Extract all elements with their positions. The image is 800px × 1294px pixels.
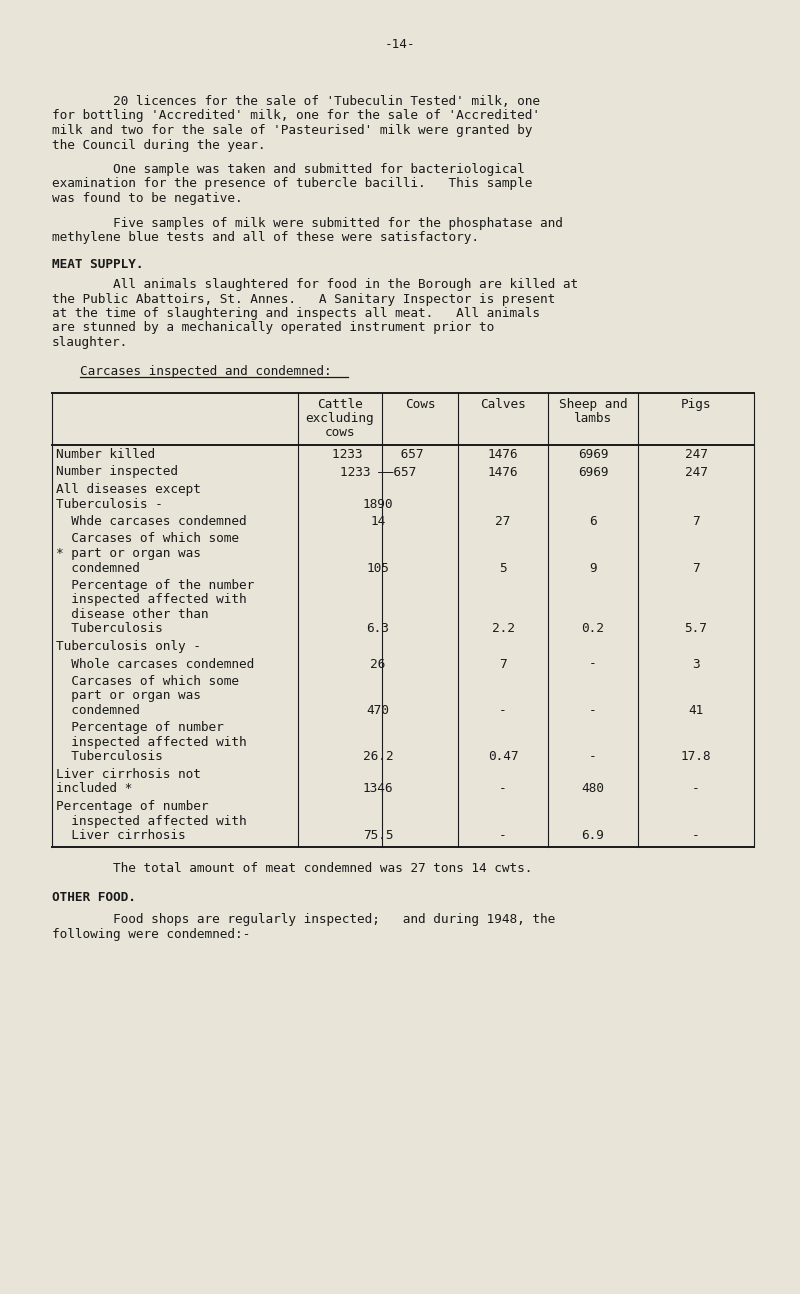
- Text: inspected affected with: inspected affected with: [56, 594, 246, 607]
- Text: for bottling 'Accredited' milk, one for the sale of 'Accredited': for bottling 'Accredited' milk, one for …: [52, 110, 540, 123]
- Text: Carcases of which some: Carcases of which some: [56, 675, 239, 688]
- Text: disease other than: disease other than: [56, 608, 209, 621]
- Text: One sample was taken and submitted for bacteriological: One sample was taken and submitted for b…: [52, 163, 525, 176]
- Text: inspected affected with: inspected affected with: [56, 736, 246, 749]
- Text: 6.3: 6.3: [366, 622, 390, 635]
- Text: cows: cows: [325, 426, 355, 439]
- Text: Five samples of milk were submitted for the phosphatase and: Five samples of milk were submitted for …: [52, 216, 563, 229]
- Text: Percentage of the number: Percentage of the number: [56, 578, 254, 591]
- Text: * part or organ was: * part or organ was: [56, 547, 201, 560]
- Text: was found to be negative.: was found to be negative.: [52, 192, 242, 204]
- Text: The total amount of meat condemned was 27 tons 14 cwts.: The total amount of meat condemned was 2…: [52, 863, 532, 876]
- Text: 75.5: 75.5: [362, 829, 394, 842]
- Text: Tuberculosis: Tuberculosis: [56, 751, 162, 763]
- Text: milk and two for the sale of 'Pasteurised' milk were granted by: milk and two for the sale of 'Pasteurise…: [52, 124, 532, 137]
- Text: 7: 7: [499, 657, 507, 670]
- Text: 1233 ——657: 1233 ——657: [340, 466, 416, 479]
- Text: 1476: 1476: [488, 448, 518, 461]
- Text: 247: 247: [685, 448, 707, 461]
- Text: 7: 7: [692, 515, 700, 528]
- Text: 26: 26: [370, 657, 386, 670]
- Text: -: -: [589, 751, 597, 763]
- Text: 1476: 1476: [488, 466, 518, 479]
- Text: Carcases inspected and condemned:: Carcases inspected and condemned:: [80, 365, 332, 378]
- Text: 5.7: 5.7: [685, 622, 707, 635]
- Text: -: -: [499, 783, 507, 796]
- Text: 14: 14: [370, 515, 386, 528]
- Text: 247: 247: [685, 466, 707, 479]
- Text: 5: 5: [499, 562, 507, 575]
- Text: Cattle: Cattle: [317, 399, 363, 411]
- Text: excluding: excluding: [306, 411, 374, 424]
- Text: included *: included *: [56, 783, 132, 796]
- Text: 0.47: 0.47: [488, 751, 518, 763]
- Text: 0.2: 0.2: [582, 622, 605, 635]
- Text: 26.2: 26.2: [362, 751, 394, 763]
- Text: Carcases of which some: Carcases of which some: [56, 533, 239, 546]
- Text: All diseases except: All diseases except: [56, 483, 201, 496]
- Text: 27: 27: [495, 515, 510, 528]
- Text: Number killed: Number killed: [56, 448, 155, 461]
- Text: slaughter.: slaughter.: [52, 336, 128, 349]
- Text: methylene blue tests and all of these were satisfactory.: methylene blue tests and all of these we…: [52, 232, 479, 245]
- Text: Whole carcases condemned: Whole carcases condemned: [56, 657, 254, 670]
- Text: Cows: Cows: [405, 399, 435, 411]
- Text: inspected affected with: inspected affected with: [56, 814, 246, 827]
- Text: at the time of slaughtering and inspects all meat.   All animals: at the time of slaughtering and inspects…: [52, 307, 540, 320]
- Text: Whde carcases condemned: Whde carcases condemned: [56, 515, 246, 528]
- Text: 41: 41: [688, 704, 704, 717]
- Text: 6969: 6969: [578, 448, 608, 461]
- Text: examination for the presence of tubercle bacilli.   This sample: examination for the presence of tubercle…: [52, 177, 532, 190]
- Text: OTHER FOOD.: OTHER FOOD.: [52, 892, 136, 905]
- Text: Sheep and: Sheep and: [558, 399, 627, 411]
- Text: condemned: condemned: [56, 704, 140, 717]
- Text: 1233     657: 1233 657: [332, 448, 424, 461]
- Text: Pigs: Pigs: [681, 399, 711, 411]
- Text: Percentage of number: Percentage of number: [56, 722, 224, 735]
- Text: 17.8: 17.8: [681, 751, 711, 763]
- Text: -: -: [499, 704, 507, 717]
- Text: MEAT SUPPLY.: MEAT SUPPLY.: [52, 258, 143, 270]
- Text: Liver cirrhosis: Liver cirrhosis: [56, 829, 186, 842]
- Text: All animals slaughtered for food in the Borough are killed at: All animals slaughtered for food in the …: [52, 278, 578, 291]
- Text: -: -: [692, 783, 700, 796]
- Text: the Council during the year.: the Council during the year.: [52, 138, 266, 151]
- Text: Liver cirrhosis not: Liver cirrhosis not: [56, 769, 201, 782]
- Text: Percentage of number: Percentage of number: [56, 800, 209, 813]
- Text: -14-: -14-: [385, 38, 415, 50]
- Text: -: -: [589, 657, 597, 670]
- Text: 7: 7: [692, 562, 700, 575]
- Text: lambs: lambs: [574, 411, 612, 424]
- Text: part or organ was: part or organ was: [56, 690, 201, 703]
- Text: 6969: 6969: [578, 466, 608, 479]
- Text: Tuberculosis only -: Tuberculosis only -: [56, 641, 201, 653]
- Text: condemned: condemned: [56, 562, 140, 575]
- Text: 3: 3: [692, 657, 700, 670]
- Text: 6: 6: [589, 515, 597, 528]
- Text: -: -: [692, 829, 700, 842]
- Text: -: -: [589, 704, 597, 717]
- Text: Tuberculosis -: Tuberculosis -: [56, 497, 162, 511]
- Text: 20 licences for the sale of 'Tubeculin Tested' milk, one: 20 licences for the sale of 'Tubeculin T…: [52, 94, 540, 107]
- Text: 105: 105: [366, 562, 390, 575]
- Text: Food shops are regularly inspected;   and during 1948, the: Food shops are regularly inspected; and …: [52, 914, 555, 927]
- Text: Calves: Calves: [480, 399, 526, 411]
- Text: Tuberculosis: Tuberculosis: [56, 622, 162, 635]
- Text: 470: 470: [366, 704, 390, 717]
- Text: 1346: 1346: [362, 783, 394, 796]
- Text: 6.9: 6.9: [582, 829, 605, 842]
- Text: are stunned by a mechanically operated instrument prior to: are stunned by a mechanically operated i…: [52, 321, 494, 335]
- Text: 1890: 1890: [362, 497, 394, 511]
- Text: 2.2: 2.2: [491, 622, 514, 635]
- Text: 480: 480: [582, 783, 605, 796]
- Text: 9: 9: [589, 562, 597, 575]
- Text: Number inspected: Number inspected: [56, 466, 178, 479]
- Text: following were condemned:-: following were condemned:-: [52, 928, 250, 941]
- Text: -: -: [499, 829, 507, 842]
- Text: the Public Abattoirs, St. Annes.   A Sanitary Inspector is present: the Public Abattoirs, St. Annes. A Sanit…: [52, 292, 555, 305]
